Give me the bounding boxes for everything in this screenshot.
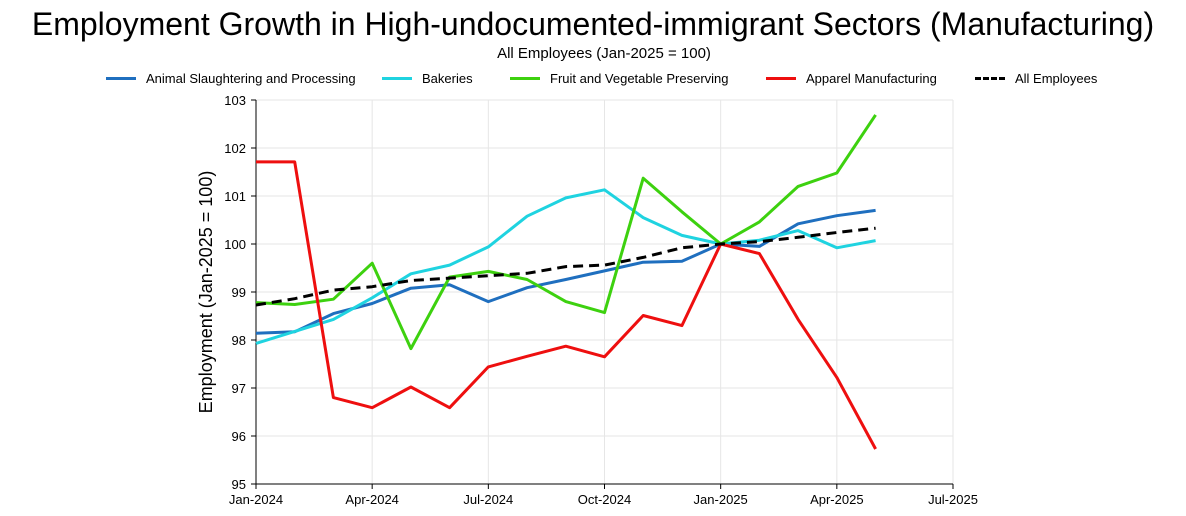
legend-label: Apparel Manufacturing (806, 71, 937, 86)
chart-title: Employment Growth in High-undocumented-i… (31, 6, 1155, 42)
legend-item: Animal Slaughtering and Processing (106, 71, 356, 86)
y-tick-label: 101 (224, 189, 246, 204)
x-tick-label: Oct-2024 (578, 492, 631, 507)
legend-item: Fruit and Vegetable Preserving (510, 71, 729, 86)
series-layer (255, 114, 877, 450)
x-tick-label: Apr-2024 (345, 492, 398, 507)
legend-item: Apparel Manufacturing (766, 71, 937, 86)
y-tick-label: 99 (232, 285, 246, 300)
legend-label: All Employees (1015, 71, 1098, 86)
y-tick-label: 95 (232, 477, 246, 492)
x-tick-label: Apr-2025 (810, 492, 863, 507)
legend-item: Bakeries (382, 71, 473, 86)
series-line (255, 208, 876, 335)
legend-label: Fruit and Vegetable Preserving (550, 71, 729, 86)
y-tick-label: 96 (232, 429, 246, 444)
legend-swatch (382, 77, 412, 80)
axes: 95 96 97 98 99 100 101 102 103 Jan-2024 Apr-2024 Ju… (224, 93, 978, 507)
y-tick-label: 100 (224, 237, 246, 252)
series-line (256, 160, 877, 450)
chart-subtitle: All Employees (Jan-2025 = 100) (497, 45, 711, 62)
x-tick-label: Jul-2024 (463, 492, 513, 507)
legend-label: Animal Slaughtering and Processing (146, 71, 356, 86)
legend-item: All Employees (975, 71, 1097, 86)
x-tick-label: Jan-2024 (229, 492, 283, 507)
x-tick-label: Jan-2025 (694, 492, 748, 507)
x-tick-label: Jul-2025 (928, 492, 978, 507)
legend-swatch (975, 77, 1005, 80)
legend-swatch (766, 77, 796, 80)
legend-swatch (106, 77, 136, 80)
y-tick-label: 98 (232, 333, 246, 348)
y-tick-label: 103 (224, 93, 246, 108)
series-line (255, 226, 876, 307)
legend-swatch (510, 77, 540, 80)
series-line (255, 188, 876, 345)
legend-label: Bakeries (422, 71, 473, 86)
series-line (255, 114, 877, 351)
y-tick-label: 102 (224, 141, 246, 156)
y-tick-label: 97 (232, 381, 246, 396)
y-axis-label: Employment (Jan-2025 = 100) (196, 171, 216, 414)
